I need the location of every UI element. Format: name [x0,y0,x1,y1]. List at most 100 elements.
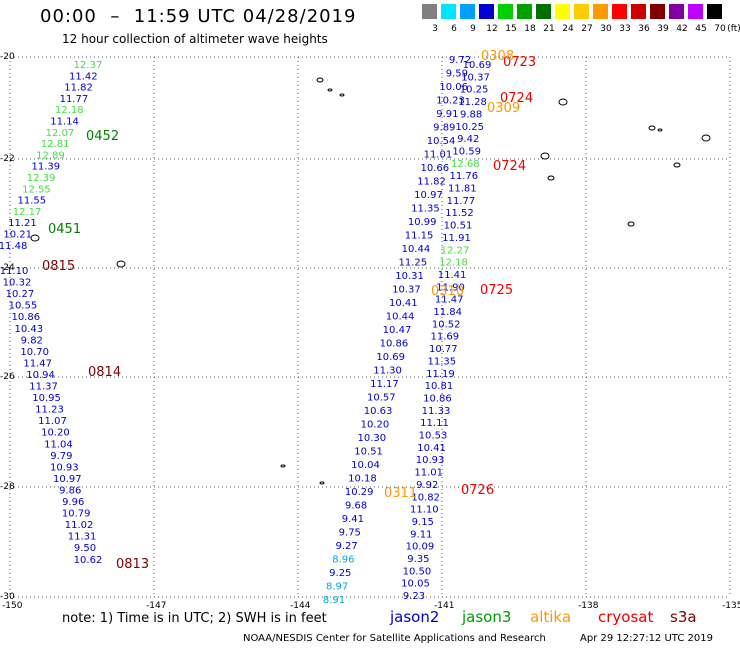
swh-value: 10.77 [429,344,458,355]
time-tag: 0310 [431,284,464,299]
swh-value: 10.44 [402,244,431,255]
swh-value: 11.47 [435,295,464,306]
swh-value: 10.41 [417,443,446,454]
swh-value: 11.41 [438,270,467,281]
time-tag: 0725 [480,283,513,298]
swh-value: 9.15 [412,517,434,528]
island-outline [627,221,635,227]
swh-value: 10.70 [20,347,49,358]
time-tag: 0815 [42,259,75,274]
legend-label: 42 [676,24,688,34]
swh-value: 10.54 [427,136,456,147]
legend-swatch [707,4,722,19]
island-outline [30,234,40,242]
swh-value: 11.33 [422,406,451,417]
swh-value: 11.04 [44,439,73,450]
swh-value: 8.96 [332,555,354,566]
swh-value: 10.94 [26,370,55,381]
legend-label: 36 [638,24,650,34]
swh-value: 10.29 [345,487,374,498]
swh-value: 11.76 [449,171,478,182]
swh-value: 11.19 [426,369,455,380]
latitude-label: -26 [0,372,15,382]
swh-value: 9.96 [62,497,84,508]
time-tag: 0814 [88,365,121,380]
swh-value: 11.21 [8,218,37,229]
swh-value: 10.37 [461,72,490,83]
longitude-label: -141 [434,601,455,611]
swh-value: 8.97 [326,582,348,593]
swh-value: 12.18 [439,258,468,269]
longitude-label: -135 [722,601,740,611]
swh-value: 9.88 [460,109,482,120]
swh-value: 9.68 [345,501,367,512]
longitude-label: -138 [578,601,599,611]
latitude-label: -30 [0,592,15,602]
legend-label: 15 [505,24,517,34]
island-outline [673,162,681,168]
legend-label: 21 [543,24,555,34]
swh-value: 12.18 [55,105,84,116]
time-tag: 0309 [487,101,520,116]
swh-value: 11.17 [370,379,399,390]
swh-value: 12.07 [46,128,75,139]
swh-value: 11.10 [410,505,439,516]
swh-value: 10.47 [383,325,412,336]
longitude-label: -147 [146,601,167,611]
legend-swatch [536,4,551,19]
swh-value: 11.01 [414,468,443,479]
swh-value: 9.23 [403,591,425,602]
legend-swatch [650,4,665,19]
time-tag: 0311 [384,486,417,501]
swh-value: 11.69 [430,332,459,343]
legend-swatch [555,4,570,19]
swh-value: 10.31 [395,271,424,282]
time-tag: 0452 [86,129,119,144]
swh-value: 11.35 [411,204,440,215]
swh-value: 10.63 [364,406,393,417]
swh-value: 8.91 [323,595,345,606]
time-tag: 0451 [48,222,81,237]
time-tag-labels: 0452 0451 0815 0814 0813 0723 0724 0724 0725 0726… [42,49,536,572]
swh-value: 12.55 [22,184,51,195]
units-note: note: 1) Time is in UTC; 2) SWH is in fe… [62,611,327,626]
swh-value: 11.28 [458,97,487,108]
swh-value: 10.55 [9,301,38,312]
swh-value: 11.39 [31,162,60,173]
swh-value: 10.21 [3,230,32,241]
time-tag: 0308 [481,49,514,64]
island-outline [316,77,324,83]
latitude-label: -22 [0,154,15,164]
track-labels: 12.3711.4211.8211.7712.1811.1412.0712.81… [0,55,491,606]
legend-swatch [422,4,437,19]
island-outline [116,260,126,268]
island-outline [547,175,555,181]
latitude-label: -20 [0,52,15,62]
legend-label: 18 [524,24,536,34]
swh-value: 10.51 [354,447,383,458]
swh-value: 11.37 [29,382,58,393]
swh-value: 11.02 [65,520,94,531]
swh-value: 9.41 [342,514,364,525]
swh-value: 10.25 [460,85,489,96]
island-outline [319,481,325,485]
swh-value: 10.18 [348,474,377,485]
swh-value: 12.37 [74,60,103,71]
swh-value: 10.51 [444,221,473,232]
satellite-name: altika [530,608,572,626]
swh-value: 11.84 [433,307,462,318]
legend-swatch [631,4,646,19]
swh-value: 10.23 [436,96,465,107]
swh-value: 10.69 [463,60,492,71]
legend-swatch [498,4,513,19]
legend-label: 45 [695,24,707,34]
swh-value: 10.99 [408,217,437,228]
island-outline [327,88,333,92]
swh-value: 11.42 [69,71,98,82]
time-tag: 0813 [116,557,149,572]
swh-value: 10.20 [361,420,390,431]
swh-value: 11.23 [35,405,64,416]
latitude-label: -28 [0,482,15,492]
swh-value: 10.37 [392,285,421,296]
